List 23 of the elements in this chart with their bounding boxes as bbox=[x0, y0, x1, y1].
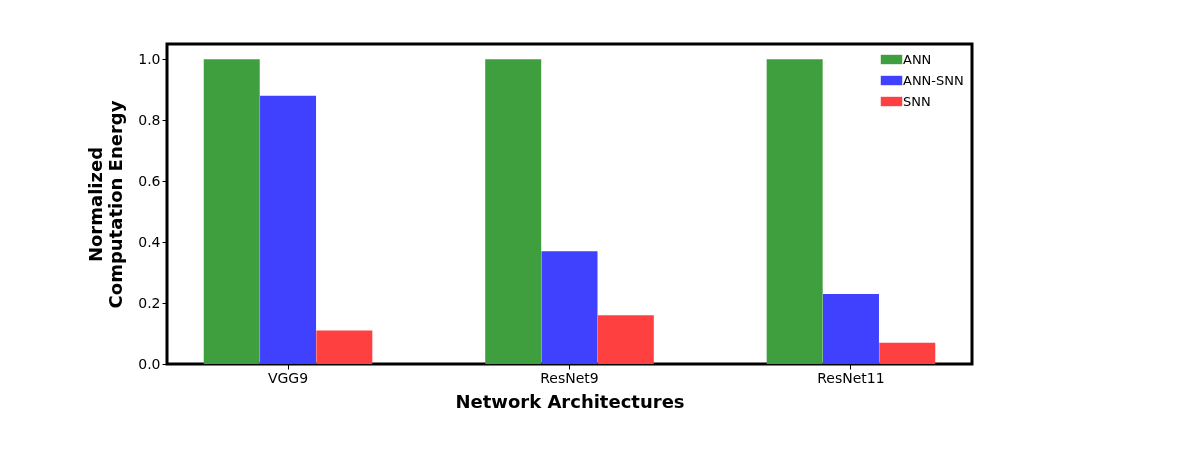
legend-label: ANN-SNN bbox=[903, 72, 964, 88]
bar bbox=[822, 293, 879, 364]
x-tick-label: ResNet9 bbox=[540, 369, 599, 386]
bar bbox=[485, 59, 542, 364]
y-tick-label: 0.4 bbox=[138, 233, 161, 250]
bar bbox=[260, 95, 317, 364]
y-axis-title: Normalized Computation Energy bbox=[85, 100, 127, 309]
bar bbox=[879, 342, 936, 364]
bar bbox=[597, 315, 654, 364]
x-axis-title: Network Architectures bbox=[455, 390, 685, 412]
bar bbox=[766, 59, 823, 364]
y-tick-label: 1.0 bbox=[138, 50, 161, 67]
y-tick-label: 0.8 bbox=[138, 111, 161, 128]
bar bbox=[203, 59, 260, 364]
x-tick-label: VGG9 bbox=[267, 369, 309, 386]
bar bbox=[316, 330, 373, 364]
y-tick-label: 0.6 bbox=[138, 172, 161, 189]
legend-label: SNN bbox=[903, 93, 931, 109]
y-tick-label: 0.2 bbox=[138, 294, 161, 311]
y-tick-label: 0.0 bbox=[138, 355, 161, 372]
bar bbox=[541, 251, 598, 364]
x-tick-label: ResNet11 bbox=[817, 369, 885, 386]
legend-label: ANN bbox=[903, 51, 932, 67]
